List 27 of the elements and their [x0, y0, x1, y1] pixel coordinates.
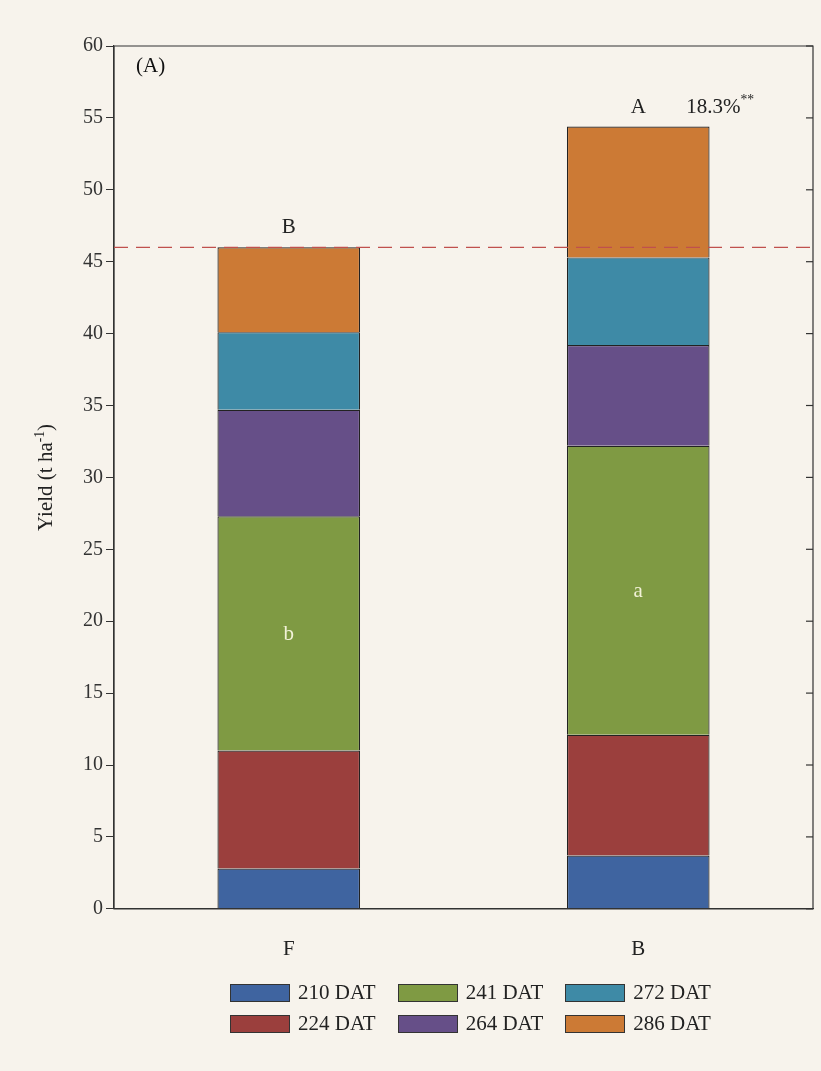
- legend-label: 286 DAT: [633, 1011, 711, 1036]
- y-tick-label: 40: [83, 320, 103, 343]
- annotation: (A): [136, 53, 166, 77]
- y-tick-label: 55: [83, 105, 103, 128]
- y-tick-label: 5: [93, 824, 103, 847]
- legend-label: 241 DAT: [465, 980, 544, 1005]
- x-tick-label: F: [282, 935, 295, 960]
- annotation: B: [281, 214, 296, 239]
- annotation: A: [630, 93, 647, 118]
- y-tick-label: 25: [83, 536, 103, 559]
- legend-label: 272 DAT: [633, 980, 711, 1005]
- y-tick-label: 10: [83, 752, 103, 775]
- legend-label: 224 DAT: [298, 1011, 376, 1036]
- y-tick-label: 15: [83, 680, 103, 703]
- annotation: a: [633, 578, 644, 603]
- annotation: b: [283, 621, 294, 646]
- y-tick-label: 50: [83, 177, 103, 200]
- y-tick-label: 0: [93, 896, 103, 919]
- y-tick-label: 45: [83, 248, 103, 271]
- y-tick-label: 60: [83, 33, 103, 56]
- y-tick-label: 20: [83, 608, 103, 631]
- y-tick-label: 30: [83, 464, 103, 487]
- legend-label: 264 DAT: [465, 1011, 544, 1036]
- y-axis-title: Yield (t ha-1): [31, 423, 57, 531]
- y-tick-label: 35: [83, 392, 103, 415]
- legend-label: 210 DAT: [298, 980, 376, 1005]
- annotation: 18.3%**: [686, 92, 755, 118]
